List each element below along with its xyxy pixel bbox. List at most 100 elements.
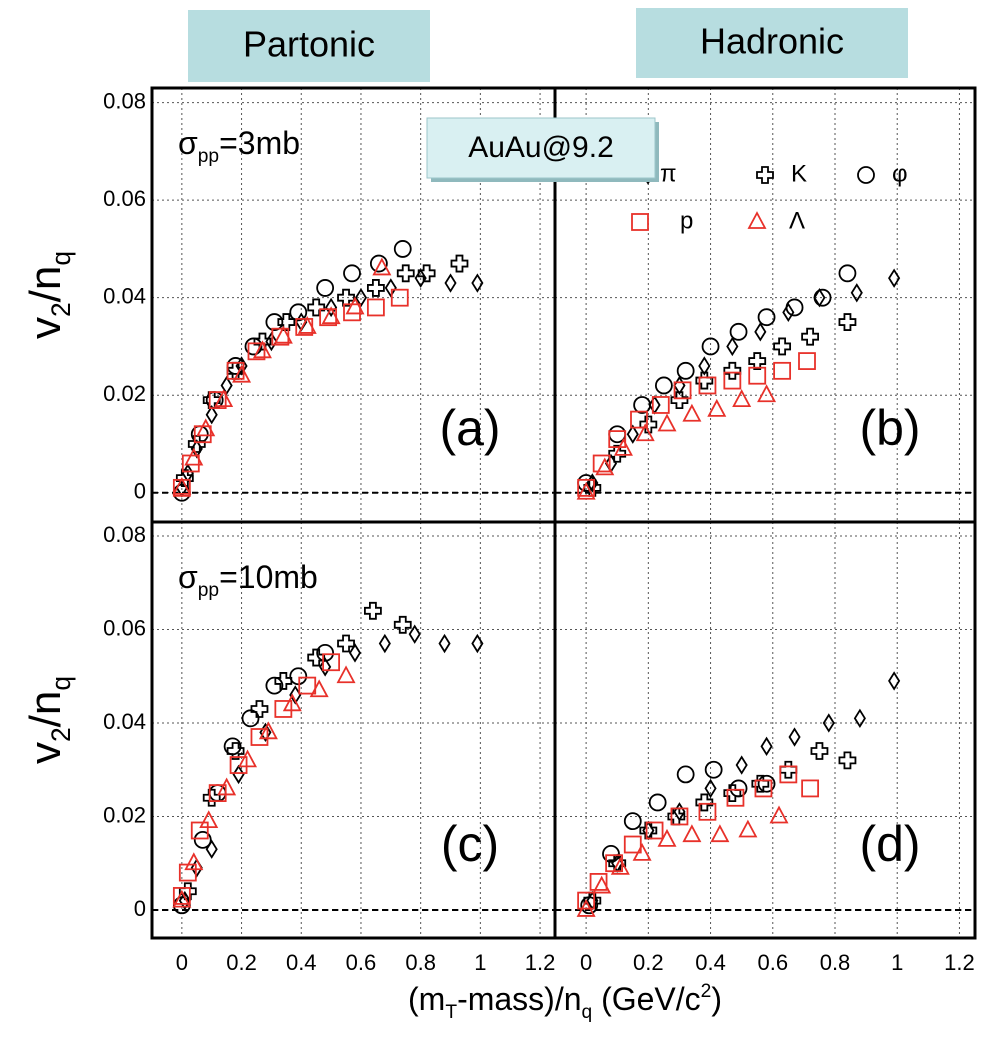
marker xyxy=(729,322,748,341)
x-tick-label: 0.8 xyxy=(405,950,436,975)
marker xyxy=(735,755,748,775)
x-tick-label: 1 xyxy=(474,950,486,975)
legend-marker xyxy=(756,166,774,184)
marker xyxy=(838,751,857,770)
marker xyxy=(654,376,673,395)
marker xyxy=(583,891,602,910)
marker xyxy=(757,774,776,793)
annotation: AuAu@9.2 xyxy=(468,131,614,164)
legend-label: φ xyxy=(892,160,908,187)
marker xyxy=(184,447,204,466)
panel-label: (c) xyxy=(441,816,499,872)
marker xyxy=(580,896,599,915)
marker xyxy=(576,481,596,500)
marker xyxy=(657,413,677,432)
marker xyxy=(726,788,745,807)
marker xyxy=(369,254,388,273)
label-part: v xyxy=(21,317,70,339)
x-tick-label: 0.4 xyxy=(695,950,726,975)
marker xyxy=(707,398,727,417)
label-part: =3mb xyxy=(219,125,300,161)
y-tick-label: 0.06 xyxy=(103,186,146,211)
marker xyxy=(623,812,642,831)
x-tick-label: 0.2 xyxy=(226,950,257,975)
marker xyxy=(595,457,615,476)
marker xyxy=(801,779,820,798)
label-part: =10mb xyxy=(219,559,318,595)
marker xyxy=(232,764,245,785)
x-tick-label: 1.2 xyxy=(944,950,975,975)
marker xyxy=(610,856,630,875)
marker xyxy=(769,805,789,824)
marker xyxy=(838,313,857,331)
marker xyxy=(348,643,362,663)
marker xyxy=(265,331,278,352)
marker xyxy=(754,779,773,798)
marker xyxy=(282,693,302,712)
marker xyxy=(782,302,795,323)
marker xyxy=(639,415,658,434)
x-tick-label: 1.2 xyxy=(525,950,556,975)
marker xyxy=(298,676,317,695)
marker xyxy=(244,337,263,356)
marker xyxy=(723,361,742,380)
y-axis-label: v2/nq xyxy=(21,676,76,764)
marker xyxy=(773,361,792,380)
marker xyxy=(366,279,385,297)
marker xyxy=(187,435,206,453)
x-tick-label: 0.8 xyxy=(820,950,851,975)
marker xyxy=(417,264,436,283)
marker xyxy=(322,653,341,672)
marker xyxy=(630,410,648,429)
marker xyxy=(450,254,469,273)
marker xyxy=(175,469,194,488)
marker xyxy=(289,303,308,322)
sigma-label: σpp=10mb xyxy=(178,559,318,600)
y-tick-label: 0.02 xyxy=(103,802,146,827)
marker xyxy=(316,643,335,662)
x-tick-label: 0.6 xyxy=(757,950,788,975)
header-left: Partonic xyxy=(243,24,375,65)
marker xyxy=(583,478,602,497)
marker xyxy=(576,899,596,917)
marker xyxy=(232,364,252,383)
marker xyxy=(193,830,212,849)
marker xyxy=(651,396,670,414)
marker xyxy=(273,325,293,344)
y-axis-label: v2/nq xyxy=(21,251,76,339)
marker xyxy=(325,297,338,318)
marker xyxy=(673,381,692,400)
marker xyxy=(754,322,767,342)
label-part: ) xyxy=(711,981,722,1017)
marker xyxy=(196,418,216,437)
y-tick-label: 0.08 xyxy=(103,88,146,113)
marker xyxy=(265,676,284,695)
annotation-box xyxy=(426,117,656,179)
marker xyxy=(633,396,652,414)
marker xyxy=(676,361,695,380)
marker xyxy=(354,287,368,308)
header-box xyxy=(188,10,430,82)
marker xyxy=(220,375,233,396)
marker xyxy=(258,721,278,740)
marker xyxy=(408,624,421,644)
marker xyxy=(701,337,720,356)
marker xyxy=(223,737,242,756)
marker xyxy=(773,337,792,356)
marker xyxy=(623,835,642,854)
panel-label: (d) xyxy=(859,816,920,872)
marker xyxy=(738,819,758,838)
marker xyxy=(366,298,385,317)
marker xyxy=(172,887,191,905)
marker xyxy=(698,802,717,821)
marker xyxy=(289,667,308,686)
marker xyxy=(309,679,329,698)
marker xyxy=(592,454,611,473)
marker xyxy=(307,298,326,317)
marker xyxy=(698,356,711,376)
marker xyxy=(682,824,702,843)
marker xyxy=(788,727,801,747)
marker xyxy=(888,671,901,691)
x-axis-label: (mT-mass)/nq (GeV/c2) xyxy=(408,981,722,1023)
